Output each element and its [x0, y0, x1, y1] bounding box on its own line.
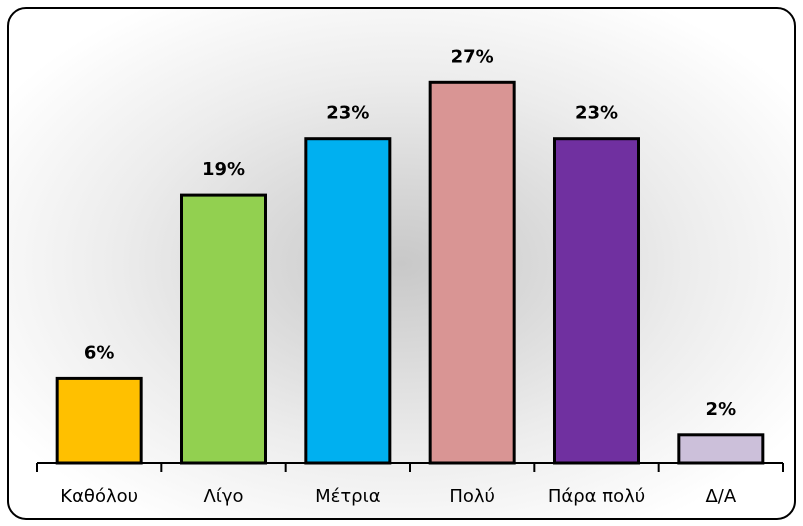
plot-area: 6% Καθόλου 19% Λίγο 23% Μέτρια 27% Πολύ 23% Πάρα … [36, 46, 784, 507]
bar [677, 433, 765, 465]
bar [304, 137, 392, 465]
data-label: 19% [202, 159, 245, 180]
bar [55, 376, 143, 465]
data-label: 23% [326, 103, 369, 124]
x-tick-label: Δ/Α [705, 486, 736, 507]
bar [428, 80, 516, 465]
data-label: 27% [451, 46, 494, 67]
x-tick-label: Καθόλου [60, 486, 138, 507]
bar [553, 137, 640, 465]
data-label: 6% [84, 342, 115, 363]
x-tick-label: Λίγο [203, 486, 243, 507]
x-tick-label: Μέτρια [315, 486, 380, 507]
x-tick-label: Πάρα πολύ [548, 486, 645, 507]
x-tick-label: Πολύ [449, 486, 495, 507]
data-label: 23% [575, 103, 618, 124]
bar [180, 193, 267, 465]
data-label: 2% [706, 399, 737, 420]
